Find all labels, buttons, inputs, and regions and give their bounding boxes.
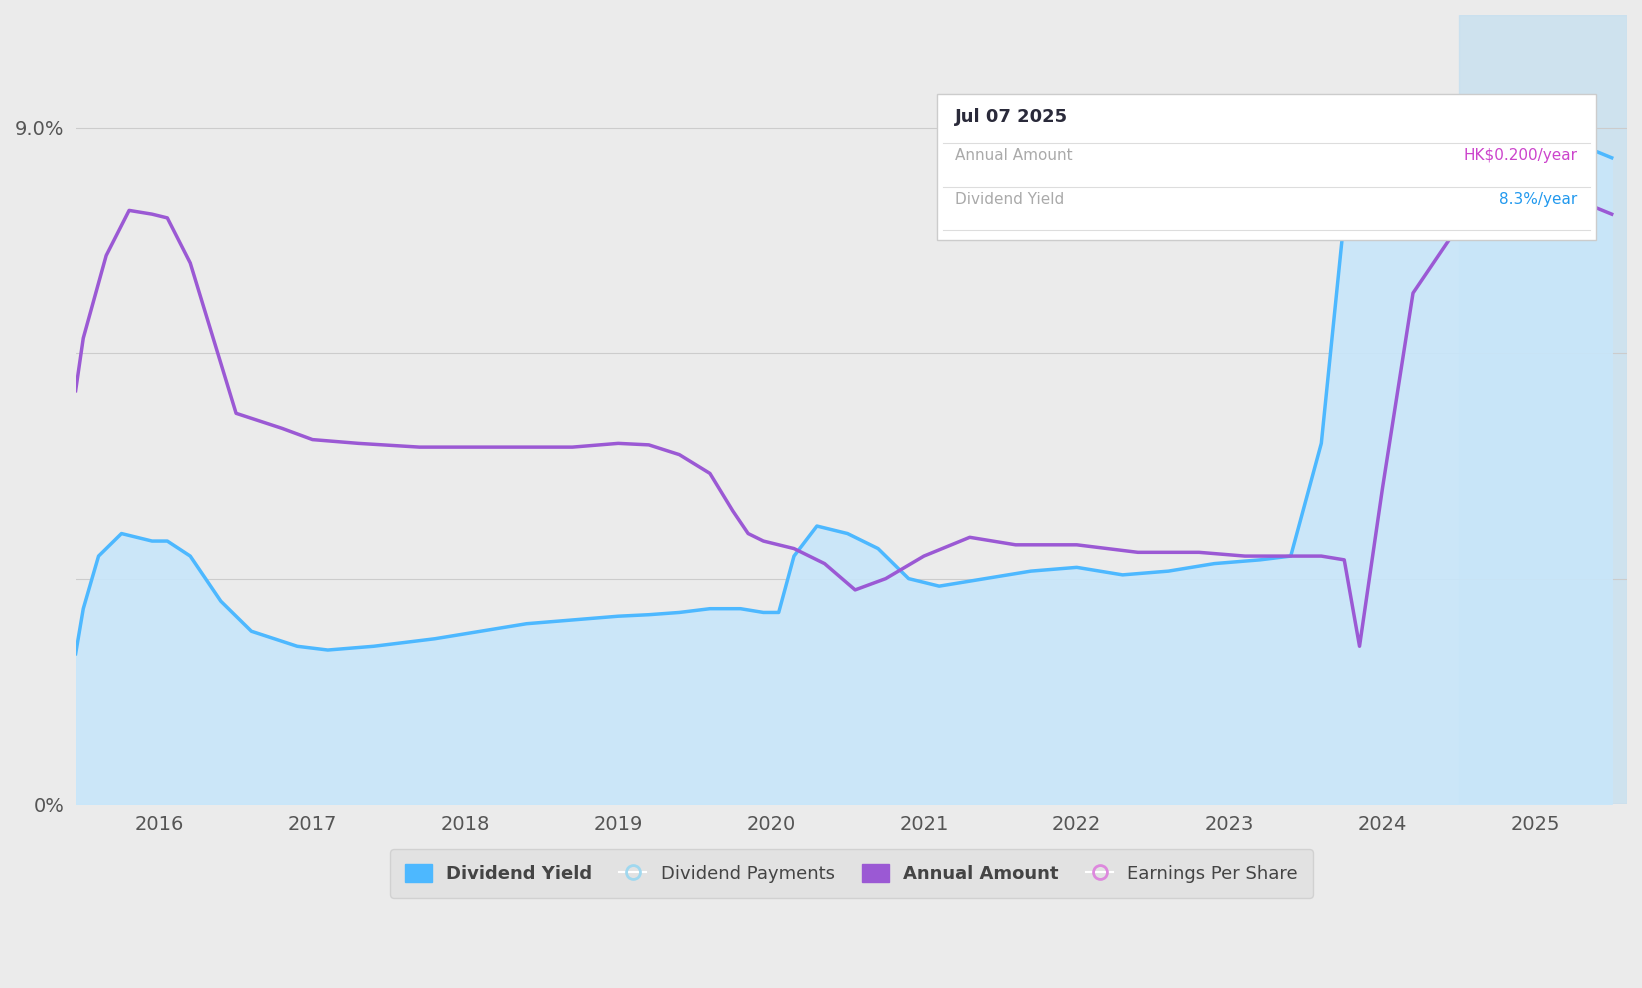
Text: Dividend Yield: Dividend Yield	[956, 192, 1064, 206]
Text: Annual Amount: Annual Amount	[956, 147, 1072, 163]
Text: HK$0.200/year: HK$0.200/year	[1463, 147, 1578, 163]
Legend: Dividend Yield, Dividend Payments, Annual Amount, Earnings Per Share: Dividend Yield, Dividend Payments, Annua…	[391, 850, 1312, 898]
Text: 8.3%/year: 8.3%/year	[1499, 192, 1578, 206]
Bar	[1458, 15, 1627, 804]
FancyBboxPatch shape	[936, 94, 1596, 240]
Text: Jul 07 2025: Jul 07 2025	[956, 108, 1069, 126]
Text: Past: Past	[1466, 128, 1504, 146]
